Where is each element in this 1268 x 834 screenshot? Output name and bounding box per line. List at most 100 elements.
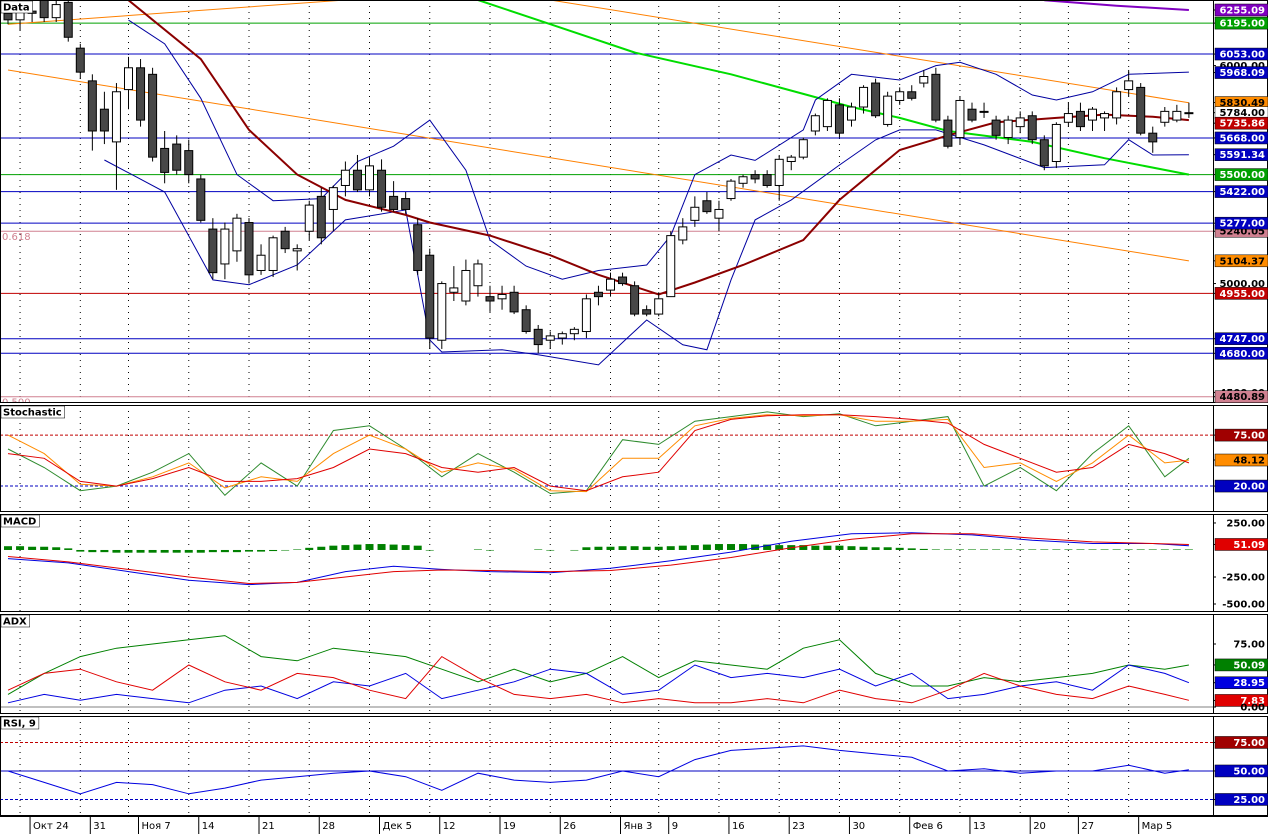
histogram-bar [775,545,784,550]
candle-body [1003,119,1013,139]
panel [0,614,1213,714]
candle-body [702,200,712,213]
overlay-line [7,69,1189,262]
x-tick-label: 23 [792,821,805,832]
candle-body [798,139,808,158]
tick-label-bg [1214,736,1268,749]
candle-body [87,80,97,132]
panel-title-bg [0,716,40,730]
histogram-bar [739,544,748,550]
histogram-bar [594,546,603,550]
histogram-bar [1124,549,1133,550]
histogram-bar [160,549,169,553]
histogram-bar [40,546,49,550]
candle-body [666,235,676,298]
y-tick-label: 4480.89 [1219,392,1265,403]
tick-label-bg [1214,332,1268,345]
histogram-bar [811,545,820,550]
candle-body [1100,113,1110,119]
y-tick-label: 75.00 [1233,738,1265,749]
histogram-bar [582,547,591,550]
candle-body [280,230,290,250]
y-tick-label: 5830.49 [1219,98,1265,109]
candle-body [401,198,411,210]
y-tick-label: 50.09 [1233,660,1265,671]
x-tick-label: 19 [503,821,516,832]
y-tick-label: 0.00 [1240,703,1265,714]
histogram-bar [1148,549,1157,550]
candle-body [714,208,724,219]
candle-body [1184,112,1194,115]
candle-body [75,47,85,73]
panel-title-bg [0,0,33,14]
histogram-bar [919,548,928,550]
candle-body [690,206,700,221]
histogram-bar [1172,549,1181,550]
histogram-bar [232,549,241,553]
y-tick-label: -500.00 [1222,600,1265,611]
series-line [7,745,1189,795]
histogram-bar [486,549,494,551]
candle-body [208,228,218,274]
series-line [7,664,1190,704]
x-tick-label: 16 [732,821,745,832]
tick-label-bg [1214,148,1268,161]
candle-body [184,150,194,176]
histogram-bar [714,544,723,550]
histogram-bar [172,549,181,553]
y-tick-label: 5000.00 [1219,279,1265,290]
histogram-bar [1004,549,1013,550]
candle-body [1088,108,1097,121]
histogram-bar [1160,549,1169,550]
histogram-bar [365,544,374,550]
candle-body [943,119,953,147]
histogram-bar [678,545,687,550]
candle-body [497,293,507,300]
candle-body [1124,80,1134,91]
candle-body [593,291,603,298]
histogram-bar [76,549,85,552]
y-tick-label: 20.00 [1233,482,1265,493]
panel-title-bg [0,405,65,419]
panel-title: Data [3,3,30,14]
tick-label-bg [1214,47,1268,61]
histogram-bar [1088,549,1097,550]
candle-body [365,165,374,191]
y-tick-label: 5668.00 [1219,133,1265,144]
overlay-line [1044,0,1189,11]
histogram-bar [1052,549,1061,550]
candle-body [786,156,796,163]
histogram-bar [943,549,952,550]
tick-label-bg [1214,216,1268,230]
y-tick-label: 48.12 [1233,456,1265,467]
candle-body [437,283,447,341]
candle-body [834,104,844,134]
candle-body [148,73,158,158]
candle-body [124,67,133,91]
histogram-bar [1076,549,1085,550]
histogram-bar [727,544,735,550]
histogram-bar [353,544,362,550]
histogram-bar [52,547,61,550]
candle-body [485,296,495,302]
histogram-bar [907,548,916,550]
histogram-bar [1112,549,1121,550]
candle-body [1051,123,1061,163]
series-line [7,532,1189,586]
histogram-bar [618,546,627,550]
panel [0,716,1213,816]
tick-label-bg [1214,347,1268,360]
candle-body [51,4,61,19]
overlay-line [550,0,1189,104]
candle-body [377,169,387,208]
candle-body [3,12,13,21]
y-tick-label: 5104.37 [1219,256,1265,267]
tick-label-bg [1214,658,1268,672]
candle-body [220,228,230,265]
histogram-bar [931,549,940,550]
y-tick-label: 75.00 [1233,640,1265,651]
candle-body [726,180,736,200]
y-tick-label: 250.00 [1226,518,1265,529]
